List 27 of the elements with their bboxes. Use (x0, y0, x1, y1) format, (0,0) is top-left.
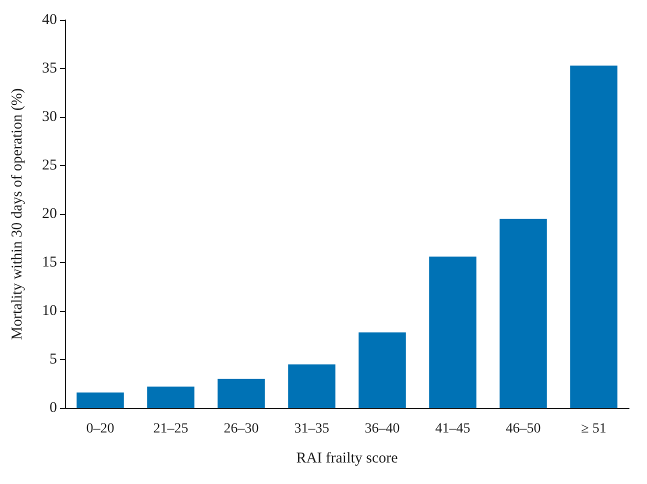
y-tick-label: 40 (42, 12, 57, 28)
bar (147, 386, 194, 408)
x-tick-label: 46–50 (506, 422, 541, 436)
bar (358, 332, 406, 408)
y-tick-label: 35 (42, 60, 57, 76)
y-axis-title: Mortality within 30 days of operation (%) (10, 88, 26, 340)
bar (429, 256, 476, 408)
x-tick-label: 31–35 (294, 422, 330, 436)
bar (218, 378, 265, 408)
bar (570, 66, 618, 408)
y-tick-label: 25 (42, 158, 57, 174)
x-axis-title: RAI frailty score (296, 450, 398, 466)
x-tick-label: 21–25 (153, 422, 188, 436)
y-tick-label: 20 (42, 206, 57, 222)
y-tick-label: 30 (42, 109, 57, 125)
bar (288, 364, 336, 408)
x-tick-label: 36–40 (364, 422, 400, 436)
x-tick-label: 0–20 (86, 422, 114, 436)
y-tick-label: 5 (50, 352, 57, 368)
y-tick-label: 0 (50, 400, 57, 416)
y-tick-label: 10 (42, 303, 57, 319)
y-tick-label: 15 (42, 254, 57, 270)
x-tick-label: 41–45 (435, 422, 470, 436)
x-tick-label: 26–30 (224, 422, 259, 436)
x-tick-label: ≥ 51 (581, 422, 606, 436)
bar (76, 392, 124, 408)
bar (500, 218, 547, 408)
